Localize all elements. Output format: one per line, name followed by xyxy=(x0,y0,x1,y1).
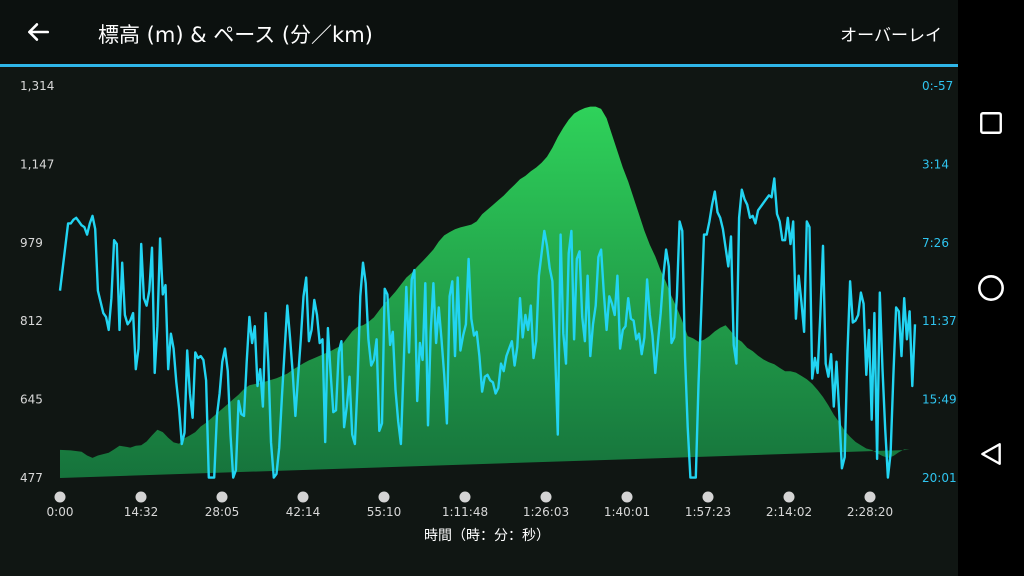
x-tick-label: 1:57:23 xyxy=(685,505,731,519)
x-tick-label: 55:10 xyxy=(367,505,402,519)
x-tick-dot[interactable] xyxy=(783,491,795,503)
x-tick-label: 28:05 xyxy=(205,505,240,519)
y-axis-left-ticks: 1,314 1,147 979 812 645 477 xyxy=(20,79,54,485)
back-button[interactable] xyxy=(20,14,56,50)
top-bar: 標高 (m) & ペース (分／km) オーバーレイ xyxy=(0,0,958,67)
elevation-area-series xyxy=(60,106,910,478)
y-left-tick-label: 477 xyxy=(20,471,43,485)
triangle-back-icon xyxy=(981,443,1001,465)
y-left-tick-label: 812 xyxy=(20,314,43,328)
arrow-left-icon xyxy=(28,23,50,41)
square-icon xyxy=(980,112,1002,134)
x-tick-label: 14:32 xyxy=(124,505,159,519)
system-nav-bar xyxy=(958,0,1024,576)
overlay-button[interactable]: オーバーレイ xyxy=(840,26,942,46)
x-tick-label: 2:14:02 xyxy=(766,505,812,519)
y-right-tick-label: 0:-57 xyxy=(922,79,953,93)
x-tick-dot[interactable] xyxy=(540,491,552,503)
x-tick-label: 1:26:03 xyxy=(523,505,569,519)
page-title: 標高 (m) & ペース (分／km) xyxy=(98,23,373,47)
y-right-tick-label: 20:01 xyxy=(922,471,957,485)
x-tick-dot[interactable] xyxy=(216,491,228,503)
x-axis-ticks: 0:00 14:32 28:05 42:14 55:10 1:11:48 1:26:03 1:… xyxy=(47,491,893,519)
x-tick-dot[interactable] xyxy=(135,491,147,503)
y-left-tick-label: 1,314 xyxy=(20,79,54,93)
x-tick-label: 1:40:01 xyxy=(604,505,650,519)
recent-apps-button[interactable] xyxy=(971,103,1011,143)
x-tick-dot[interactable] xyxy=(378,491,390,503)
x-tick-dot[interactable] xyxy=(702,491,714,503)
y-axis-right-ticks: 0:-57 3:14 7:26 11:37 15:49 20:01 xyxy=(922,79,957,485)
app-window: 標高 (m) & ペース (分／km) オーバーレイ 1,314 1,147 979… xyxy=(0,0,958,576)
x-tick-dot[interactable] xyxy=(864,491,876,503)
y-right-tick-label: 7:26 xyxy=(922,236,949,250)
y-right-tick-label: 3:14 xyxy=(922,157,949,171)
x-tick-label: 2:28:20 xyxy=(847,505,893,519)
y-right-tick-label: 15:49 xyxy=(922,393,957,407)
x-tick-label: 1:11:48 xyxy=(442,505,488,519)
x-axis-label: 時間（時：分：秒） xyxy=(424,528,550,544)
x-tick-dot[interactable] xyxy=(621,491,633,503)
x-tick-dot[interactable] xyxy=(459,491,471,503)
x-tick-dot[interactable] xyxy=(54,491,66,503)
y-left-tick-label: 645 xyxy=(20,393,43,407)
back-nav-button[interactable] xyxy=(971,434,1011,474)
x-tick-label: 0:00 xyxy=(47,505,74,519)
y-right-tick-label: 11:37 xyxy=(922,314,957,328)
circle-icon xyxy=(978,275,1004,301)
x-tick-label: 42:14 xyxy=(286,505,321,519)
elevation-pace-chart[interactable]: 1,314 1,147 979 812 645 477 0:-57 3:14 7:26 11:3… xyxy=(0,67,958,576)
x-tick-dot[interactable] xyxy=(297,491,309,503)
y-left-tick-label: 1,147 xyxy=(20,157,54,171)
y-left-tick-label: 979 xyxy=(20,236,43,250)
home-button[interactable] xyxy=(971,268,1011,308)
pace-line-series xyxy=(58,177,917,479)
